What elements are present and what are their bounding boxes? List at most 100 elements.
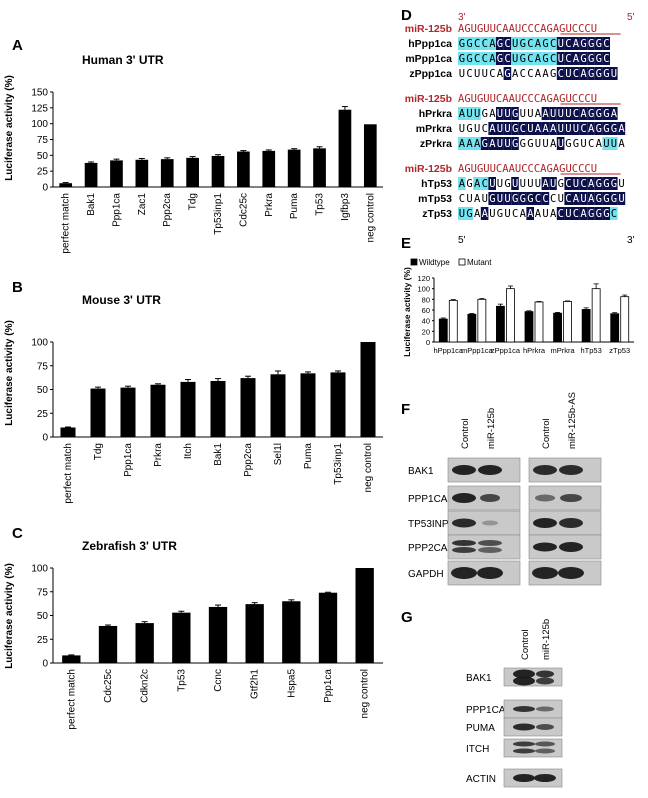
alignment-shade [579,52,588,65]
alignment-shade [549,177,557,190]
blot-row-label: TP53INP1 [408,519,455,530]
panel-label-f: F [401,401,410,418]
alignment-shade [617,192,626,205]
category-label: Zac1 [137,193,148,216]
category-label: Prkra [153,443,164,467]
category-label: perfect match [61,193,72,254]
category-label: Sel1l [273,443,284,465]
bar [160,159,174,187]
blot-band [535,741,555,747]
bar [313,148,326,187]
blot-strip [503,738,563,758]
chart-e-ylabel: Luciferase activity (%) [402,267,412,357]
bar-wildtype [524,311,534,343]
y-tick-label: 60 [422,306,430,315]
alignment-shade [564,177,572,190]
blot-band [452,518,476,528]
alignment-end-5p-top: 5' [627,12,635,23]
y-tick-label: 25 [37,409,49,420]
blot-band [535,748,555,754]
alignment-shade [564,207,572,220]
bar [120,387,136,437]
alignment-shade [579,177,588,190]
alignment-shade [594,52,603,65]
bar [270,374,286,437]
alignment-shade [465,137,474,150]
alignment-shade [458,37,466,50]
category-label: Ppp1ca [111,193,122,227]
alignment-shade [465,52,474,65]
alignment-shade [556,122,565,135]
alignment-shade [579,67,588,80]
alignment-shade [458,137,466,150]
blot-band [558,567,584,579]
panel-label-d: D [401,7,412,24]
alignment-shade [511,107,519,120]
alignment-shade [465,107,474,120]
y-tick-label: 50 [37,385,49,396]
alignment-shade [602,107,610,120]
bar [135,623,154,663]
lane-header: Control [541,418,552,449]
blot-row-label: ITCH [466,744,489,755]
gene-name: zPpp1ca [409,68,452,80]
category-label: Cdc25c [103,669,114,703]
blot-band [533,518,557,528]
alignment-shade [496,107,504,120]
blot-band [535,494,555,502]
bar [245,604,264,663]
alignment-shade [572,177,580,190]
alignment-shade [587,67,595,80]
alignment-shade [572,192,580,205]
blot-band [536,677,554,685]
alignment-shade [594,122,603,135]
alignment-shade [572,52,580,65]
alignment-shade [587,37,595,50]
bar [282,601,301,663]
blot-band [480,494,500,502]
y-tick-label: 125 [31,103,48,114]
alignment-shade [564,37,572,50]
alignment-shade [549,37,557,50]
blot-band [513,741,535,747]
blot-row-label: PUMA [466,723,495,734]
alignment-shade [511,37,519,50]
y-tick-label: 25 [37,167,49,178]
bar [300,373,316,437]
y-tick-label: 100 [31,564,48,575]
bar-mutant [620,296,630,343]
alignment-shade [564,107,572,120]
alignment-shade [488,52,496,65]
alignment-shade [587,52,595,65]
bar-wildtype [553,312,562,343]
blot-band [533,542,557,552]
category-label: mPrkra [550,346,575,355]
alignment-panel: 3' 5' 5' 3' miR-125b AGUGUUCAAUCCCAGAGUCC… [405,12,635,246]
mirna-name: miR-125b [405,163,452,175]
alignment-shade [572,37,580,50]
y-tick-label: 0 [426,338,430,347]
alignment-shade [556,52,565,65]
gene-name: zPrkra [420,138,452,150]
y-tick-label: 100 [31,338,48,349]
category-label: zTp53 [609,346,630,355]
alignment-shade [503,67,512,80]
category-label: neg control [365,193,376,242]
legend-entry: Mutant [467,258,492,267]
alignment-shade [564,67,572,80]
mirna-name: miR-125b [405,23,452,35]
category-label: Ppp1ca [323,669,334,703]
alignment-shade [602,207,610,220]
gene-sequence: CUAUGUUGGGCCCUCAUAGGGU [459,193,625,205]
alignment-shade [534,52,542,65]
mirna-name: miR-125b [405,93,452,105]
bar-mutant [534,301,544,343]
alignment-shade [488,122,496,135]
y-tick-label: 75 [37,135,49,146]
y-tick-label: 100 [417,285,430,294]
blot-band [560,494,582,502]
alignment-shade [480,52,489,65]
blot-band [452,493,476,503]
alignment-shade [526,37,534,50]
blot-band [513,676,535,686]
